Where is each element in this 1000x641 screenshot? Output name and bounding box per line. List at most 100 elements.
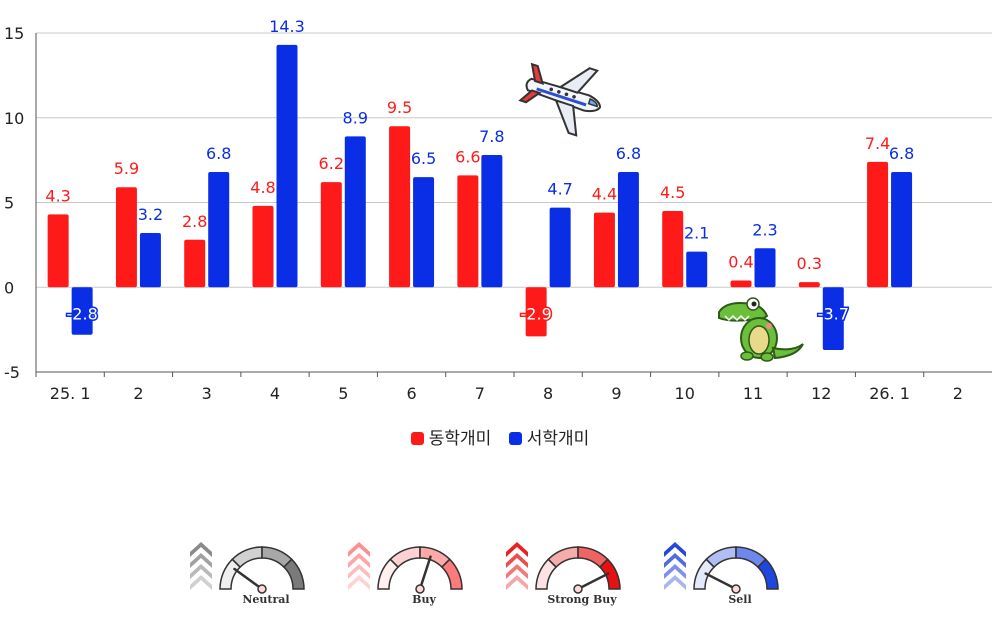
bar-overseas [891, 171, 913, 288]
bar-domestic [115, 187, 137, 288]
x-tick-label: 6 [406, 384, 416, 403]
x-tick-label: 12 [811, 384, 831, 403]
data-label: -2.9 [521, 304, 552, 323]
legend-label-domestic: 동학개미 [428, 429, 492, 449]
legend-item-domestic: 동학개미 [410, 424, 492, 449]
data-label: 6.5 [411, 149, 436, 168]
bar-domestic [730, 280, 752, 288]
chevron-up-icon [506, 542, 528, 557]
gauge-segment [547, 546, 579, 569]
data-label: 6.8 [616, 144, 641, 163]
x-tick-label: 26. 1 [869, 384, 910, 403]
legend-label-overseas: 서학개미 [526, 429, 590, 449]
chart-legend: 동학개미 서학개미 [0, 424, 1000, 449]
gauge-sell: Sell [662, 535, 792, 615]
gauge-hub [415, 584, 425, 594]
chevron-up-icon [190, 564, 212, 579]
x-tick-label: 4 [270, 384, 280, 403]
data-label: 2.3 [752, 220, 777, 239]
x-axis: 25. 1 2 3 4 5 6 7 8 9 10 11 12 26. 1 2 [35, 371, 992, 403]
x-tick-label: 11 [743, 384, 763, 403]
gauge-needle [233, 567, 264, 591]
data-label: 9.5 [387, 98, 412, 117]
gauge-hub [573, 584, 583, 594]
crocodile-icon [718, 297, 804, 362]
bar-overseas [71, 287, 93, 335]
data-label: -3.7 [818, 304, 849, 323]
gauge-label-buy: Buy [412, 593, 436, 606]
data-label: 8.9 [343, 108, 368, 127]
x-tick-label: 2 [953, 384, 963, 403]
x-tick-label: 5 [338, 384, 348, 403]
x-tick-label: 10 [675, 384, 695, 403]
bar-domestic [593, 212, 615, 288]
chevron-up-icon [664, 575, 686, 590]
data-label: 4.4 [592, 185, 617, 204]
data-label: 4.8 [250, 178, 275, 197]
data-label: 4.3 [45, 186, 70, 205]
x-tick-label: 2 [133, 384, 143, 403]
x-tick-label: 3 [202, 384, 212, 403]
y-tick-label: 5 [4, 194, 14, 213]
gauge-segment [440, 558, 463, 590]
chevron-up-icon [664, 542, 686, 557]
gauge-label-strong-buy: Strong Buy [547, 593, 617, 606]
legend-swatch-domestic [410, 432, 424, 445]
chevron-up-icon [348, 542, 370, 557]
chevron-up-icon [348, 564, 370, 579]
gauge-segment [598, 558, 621, 590]
data-label: 6.6 [455, 147, 480, 166]
bars [47, 44, 913, 350]
chevron-up-icon [664, 564, 686, 579]
x-tick-label: 25. 1 [50, 384, 91, 403]
chevron-up-icon [190, 575, 212, 590]
chevron-up-icon [348, 575, 370, 590]
data-label: 7.4 [865, 134, 890, 153]
gauge-label-sell: Sell [728, 593, 752, 606]
bar-overseas [617, 171, 639, 288]
gauge-buy: Buy [346, 535, 476, 615]
legend-item-overseas: 서학개미 [508, 424, 590, 449]
data-label: -2.8 [67, 304, 98, 323]
bar-overseas [276, 44, 298, 288]
chevron-up-icon [190, 542, 212, 557]
data-label: 4.5 [660, 183, 685, 202]
data-label: 6.8 [206, 144, 231, 163]
data-label: 14.3 [269, 17, 305, 36]
data-label: 0.3 [797, 254, 822, 273]
bar-overseas [549, 207, 571, 288]
chevron-up-icon [506, 564, 528, 579]
chevron-up-icon [506, 575, 528, 590]
gauge-hub [257, 584, 267, 594]
y-axis: -5 0 5 10 15 [4, 24, 37, 382]
legend-swatch-overseas [508, 432, 522, 445]
gauge-segment [705, 546, 737, 569]
gauge-strong-buy: Strong Buy [504, 535, 634, 615]
x-tick-label: 9 [611, 384, 621, 403]
data-label: 6.2 [319, 154, 344, 173]
data-label: 0.4 [728, 252, 753, 271]
bar-domestic [662, 210, 684, 288]
bar-chart: 4.3 5.9 2.8 4.8 6.2 9.5 6.6 -2.9 4.4 4.5 0.4 0.3 7.4… [4, 17, 992, 403]
bar-overseas [344, 136, 366, 288]
y-tick-label: 0 [4, 278, 14, 297]
data-label: 4.7 [547, 180, 572, 199]
bar-domestic [389, 126, 411, 288]
data-label: 5.9 [114, 159, 139, 178]
bar-domestic [457, 175, 479, 288]
bar-domestic [867, 161, 889, 288]
gauge-neutral: Neutral [188, 535, 318, 615]
bar-domestic [252, 205, 274, 288]
bar-domestic [798, 282, 820, 288]
data-label: 2.1 [684, 224, 709, 243]
gauge-segment [389, 546, 421, 569]
bar-domestic [320, 182, 342, 288]
x-tick-label: 7 [475, 384, 485, 403]
data-label: 6.8 [889, 144, 914, 163]
gauge-segment [282, 558, 305, 590]
data-label: 7.8 [479, 127, 504, 146]
bar-overseas [208, 171, 230, 288]
gauge-hub [731, 584, 741, 594]
bar-domestic [525, 287, 547, 337]
y-tick-label: -5 [4, 363, 20, 382]
